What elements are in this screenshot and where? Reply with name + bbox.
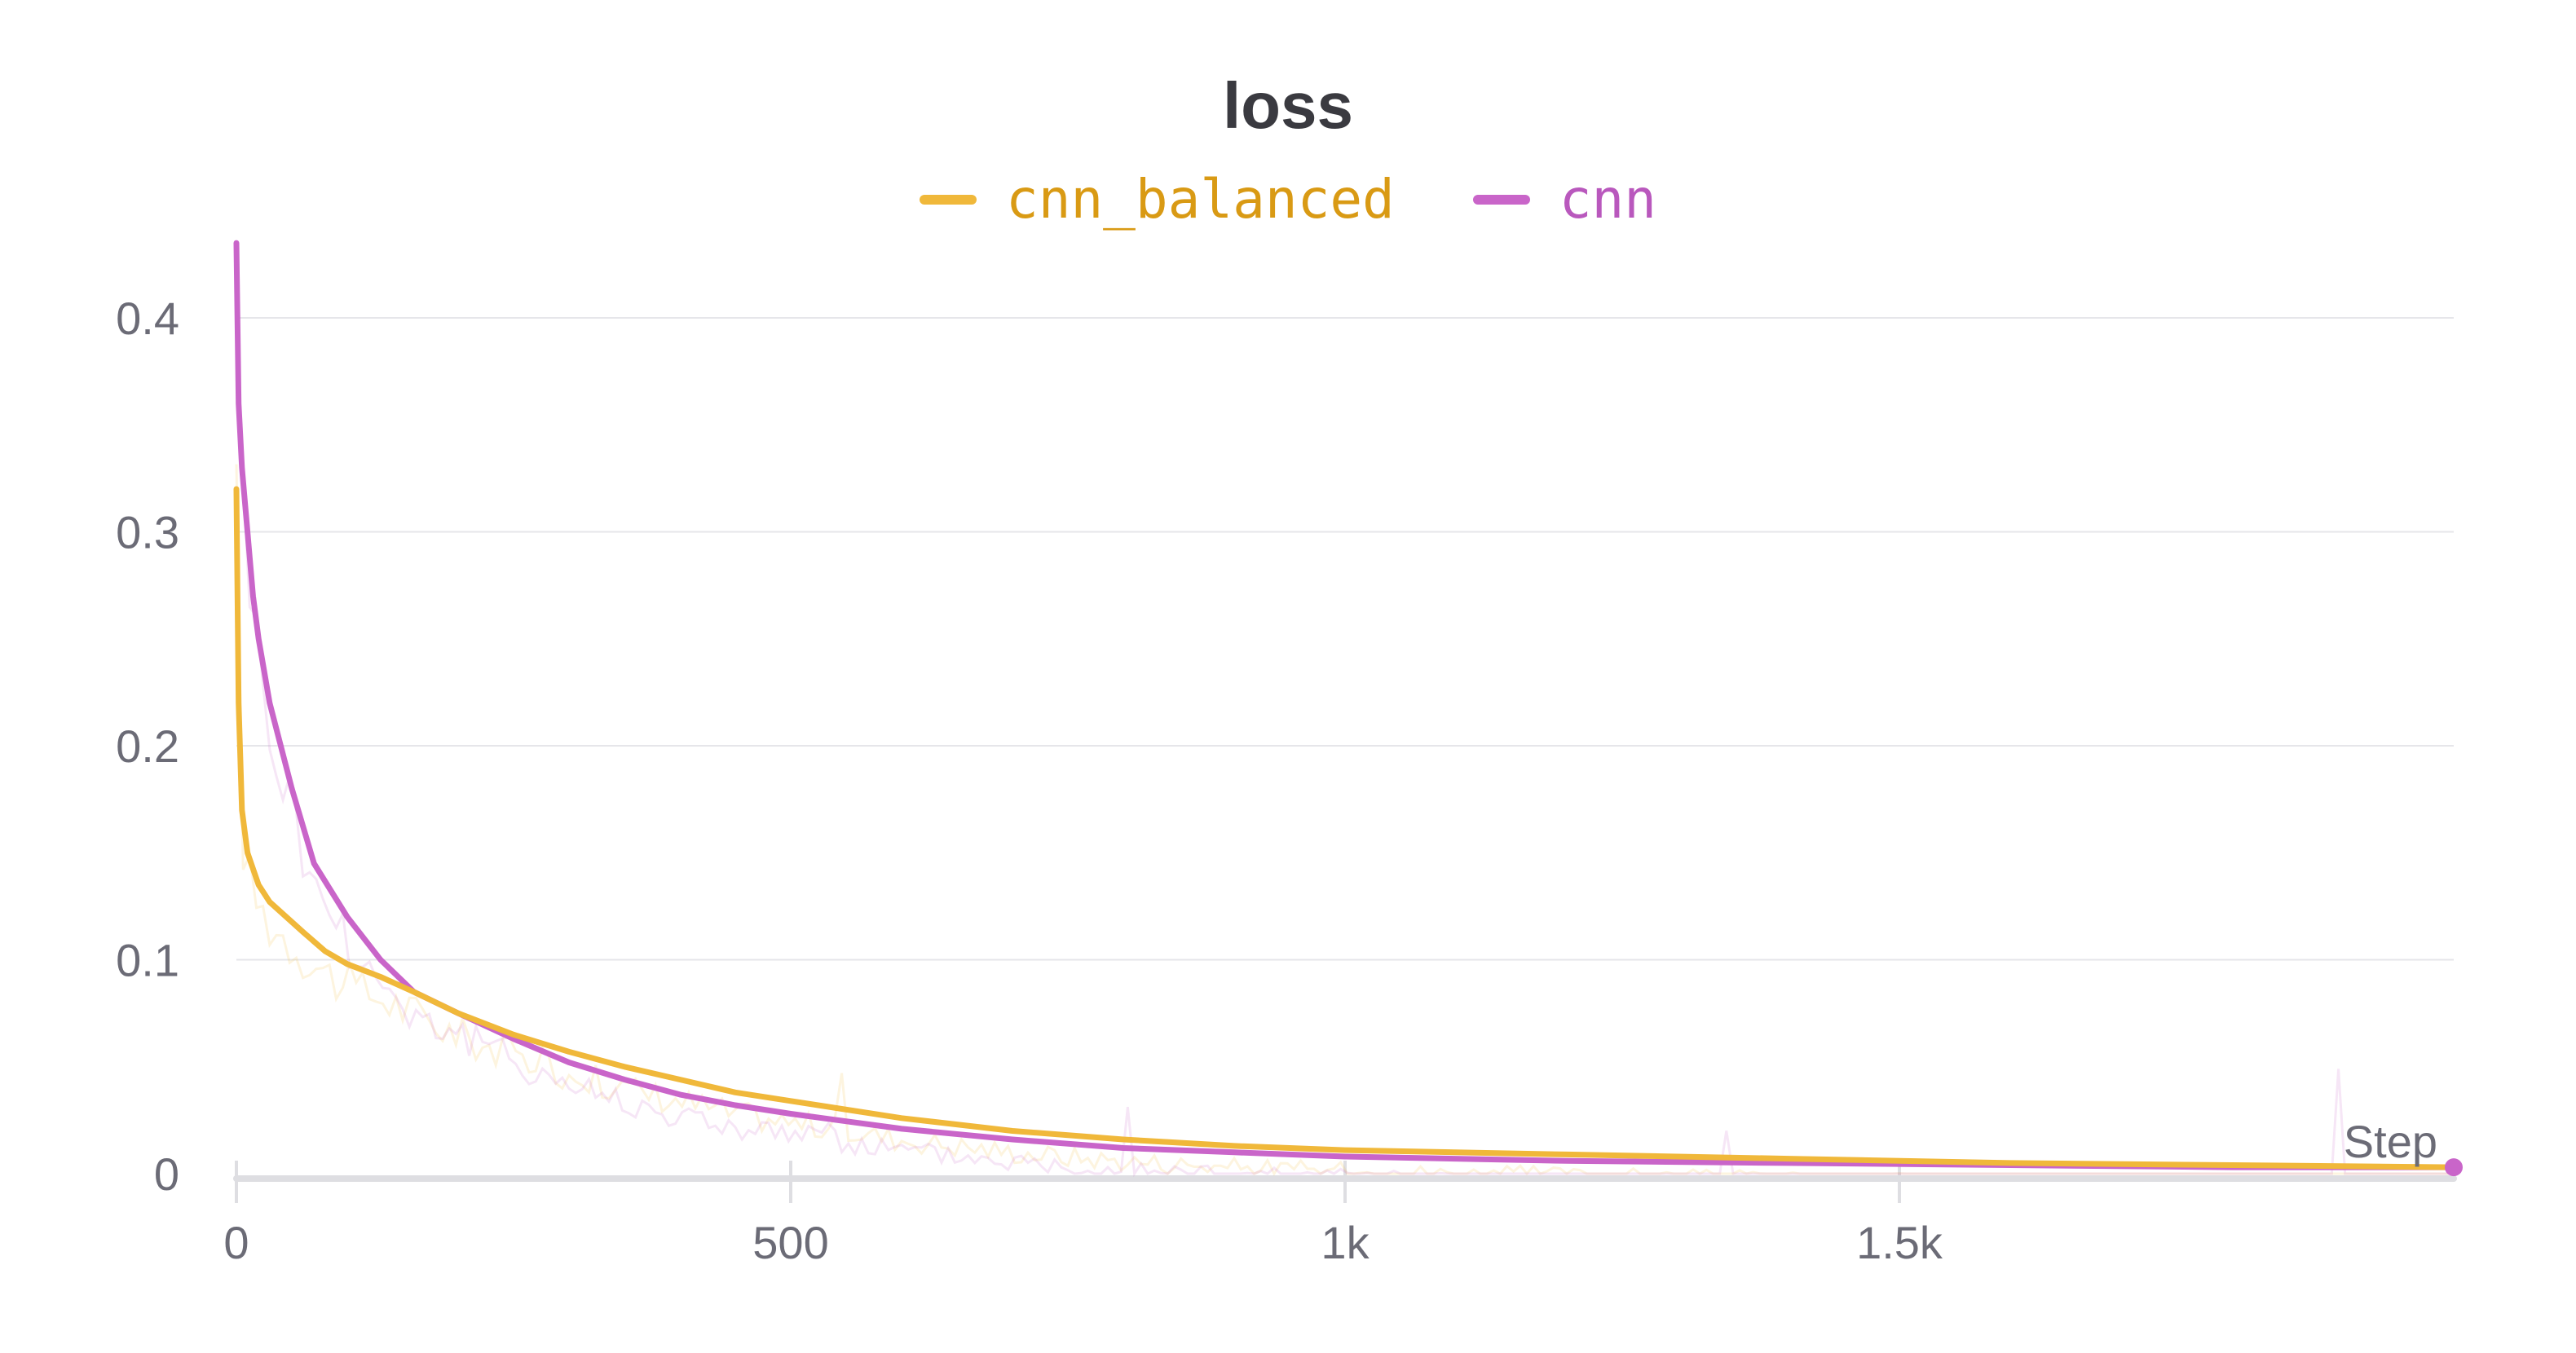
series-line-cnn[interactable] — [233, 240, 2457, 1170]
axis-layer — [233, 1161, 2457, 1203]
x-tick-label: 1.5k — [1856, 1217, 1943, 1268]
legend-item-cnn-balanced[interactable]: cnn_balanced — [919, 168, 1395, 231]
legend-swatch-cnn — [1472, 194, 1530, 205]
y-tick-label: 0 — [154, 1148, 179, 1200]
x-axis-title: Step — [2344, 1116, 2437, 1167]
legend-label-cnn-balanced: cnn_balanced — [1005, 168, 1395, 231]
y-tick-label: 0.2 — [116, 721, 179, 772]
x-tick-label: 1k — [1321, 1217, 1370, 1268]
legend-swatch-cnn-balanced — [919, 194, 977, 205]
chart-legend: cnn_balanced cnn — [0, 168, 2576, 231]
legend-item-cnn[interactable]: cnn — [1472, 168, 1657, 231]
y-tick-label: 0.3 — [116, 507, 179, 558]
x-tick-label: 0 — [223, 1217, 249, 1268]
y-tick-label: 0.1 — [116, 935, 179, 986]
series-line-cnn-balanced[interactable] — [233, 486, 2457, 1170]
x-tick-label: 500 — [752, 1217, 828, 1268]
legend-label-cnn: cnn — [1559, 168, 1657, 231]
y-tick-label: 0.4 — [116, 293, 179, 344]
label-layer: 0 0.1 0.2 0.3 0.4 0 500 1k 1.5k Step — [116, 293, 2437, 1268]
raw-trace-cnn-balanced — [235, 464, 2452, 1177]
series-endpoint-cnn[interactable] — [2445, 1158, 2463, 1177]
grid-layer — [236, 317, 2454, 961]
chart-title: loss — [1222, 69, 1354, 142]
series-layer — [233, 240, 2463, 1178]
raw-trace-cnn — [235, 322, 2452, 1178]
